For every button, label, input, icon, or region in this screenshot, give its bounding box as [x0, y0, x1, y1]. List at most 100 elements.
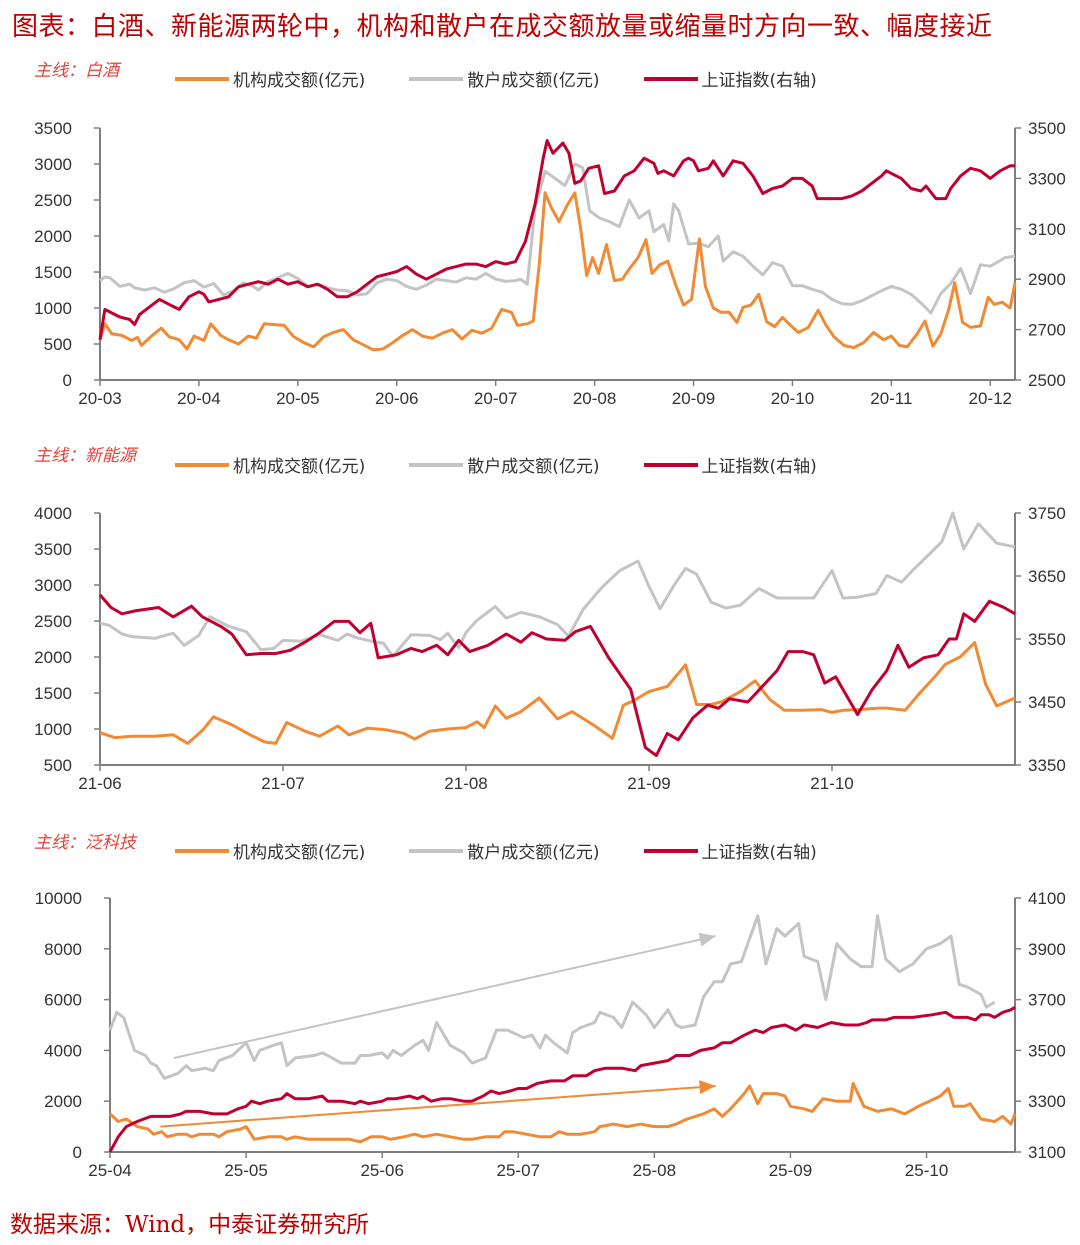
y-tick-label-left: 1000: [34, 299, 72, 318]
arrowhead-institution: [699, 1080, 716, 1095]
y-tick-label-left: 1500: [34, 263, 72, 282]
x-tick-label: 25-05: [224, 1161, 267, 1180]
legend-label: 上证指数(右轴): [701, 457, 817, 477]
y-tick-label-right: 3650: [1028, 567, 1066, 586]
x-tick-label: 25-06: [360, 1161, 403, 1180]
legend-item-index: 上证指数(右轴): [643, 452, 817, 477]
legend-label: 机构成交额(亿元): [233, 71, 366, 91]
y-tick-label-right: 3350: [1028, 756, 1066, 775]
y-tick-label-right: 4100: [1028, 889, 1066, 908]
legend-swatch-retail: [409, 76, 464, 81]
series-line-retail: [99, 511, 1016, 658]
x-tick-label: 25-08: [633, 1161, 676, 1180]
data-source: 数据来源：Wind，中泰证券研究所: [10, 1212, 370, 1238]
x-tick-label: 21-09: [627, 774, 670, 793]
series-line-institution: [108, 1081, 1017, 1144]
y-tick-label-left: 3000: [34, 155, 72, 174]
y-tick-label-left: 2500: [34, 612, 72, 631]
legend-label: 上证指数(右轴): [701, 71, 817, 91]
series-line-institution: [99, 641, 1016, 745]
chart-tech: 0 2000 4000 6000 8000 10000 3100 3300 3500 3700 39…: [35, 889, 1066, 1180]
legend-swatch-institution: [175, 462, 229, 467]
y-tick-label-left: 3500: [34, 119, 72, 138]
legend-item-retail: 散户成交额(亿元): [409, 452, 600, 477]
x-tick-label: 20-10: [771, 389, 814, 408]
panel-tag-new-energy: 主线：新能源: [34, 446, 136, 466]
legend-swatch-retail: [409, 462, 464, 467]
y-tick-label-left: 10000: [35, 889, 82, 908]
y-tick-label-left: 4000: [44, 1041, 82, 1060]
legend-label: 散户成交额(亿元): [467, 457, 600, 477]
legend-swatch-index: [643, 462, 698, 467]
arrowhead-retail: [698, 932, 716, 947]
series-line-index: [98, 139, 1015, 340]
x-tick-label: 21-07: [261, 774, 304, 793]
trend-arrow-retail: [173, 935, 716, 1059]
x-tick-label: 25-09: [769, 1161, 812, 1180]
y-tick-label-left: 8000: [44, 940, 82, 959]
panel-tag-tech: 主线：泛科技: [34, 833, 136, 853]
y-tick-label-right: 3700: [1028, 991, 1066, 1010]
legend-item-institution: 机构成交额(亿元): [175, 838, 365, 863]
x-tick-label: 25-04: [88, 1161, 131, 1180]
y-tick-label-right: 3300: [1028, 1092, 1066, 1111]
y-tick-label-right: 3300: [1028, 169, 1066, 188]
y-tick-label-right: 3900: [1028, 940, 1066, 959]
y-tick-label-right: 3450: [1028, 693, 1066, 712]
y-tick-label-left: 6000: [44, 991, 82, 1010]
series-line-index: [98, 593, 1016, 758]
legend-label: 散户成交额(亿元): [467, 71, 600, 91]
legend-swatch-index: [643, 76, 698, 81]
x-tick-label: 20-05: [276, 389, 319, 408]
series-line-institution: [98, 191, 1017, 352]
y-tick-label-left: 1500: [34, 684, 72, 703]
y-tick-label-left: 500: [44, 335, 72, 354]
y-tick-label-left: 1000: [34, 720, 72, 739]
y-tick-label-right: 3750: [1028, 504, 1066, 523]
y-tick-label-right: 3100: [1028, 1143, 1066, 1162]
y-tick-label-left: 2500: [34, 191, 72, 210]
x-tick-label: 20-07: [474, 389, 517, 408]
y-tick-label-left: 500: [44, 756, 72, 775]
y-tick-label-left: 0: [73, 1143, 82, 1162]
legend-item-retail: 散户成交额(亿元): [409, 66, 600, 91]
legend-2: 机构成交额(亿元) 散户成交额(亿元) 上证指数(右轴): [175, 452, 861, 477]
legend-item-index: 上证指数(右轴): [643, 66, 817, 91]
x-tick-label: 20-03: [78, 389, 121, 408]
legend-label: 散户成交额(亿元): [467, 843, 600, 863]
x-tick-label: 20-04: [177, 389, 220, 408]
x-tick-label: 20-06: [375, 389, 418, 408]
x-tick-label: 21-08: [444, 774, 487, 793]
chart-baijiu: 0 500 1000 1500 2000 2500 3000 3500 2500 2700 2900…: [34, 119, 1066, 408]
y-tick-label-right: 3500: [1028, 1041, 1066, 1060]
y-tick-label-left: 2000: [34, 227, 72, 246]
y-tick-label-right: 2500: [1028, 371, 1066, 390]
x-tick-label: 25-10: [905, 1161, 948, 1180]
legend-swatch-retail: [409, 848, 464, 853]
legend-3: 机构成交额(亿元) 散户成交额(亿元) 上证指数(右轴): [175, 838, 861, 863]
series-line-index: [108, 1005, 1016, 1153]
legend-1: 机构成交额(亿元) 散户成交额(亿元) 上证指数(右轴): [175, 66, 861, 91]
series-line-retail: [99, 162, 1016, 315]
x-tick-label: 20-11: [870, 389, 912, 408]
y-tick-label-left: 3500: [34, 540, 72, 559]
legend-item-index: 上证指数(右轴): [643, 838, 817, 863]
y-tick-label-right: 2900: [1028, 270, 1066, 289]
y-tick-label-right: 3550: [1028, 630, 1066, 649]
legend-swatch-institution: [175, 76, 229, 81]
y-tick-label-right: 3100: [1028, 220, 1066, 239]
x-tick-label: 25-07: [497, 1161, 540, 1180]
legend-swatch-institution: [175, 848, 229, 853]
y-tick-label-left: 4000: [34, 504, 72, 523]
y-tick-label-right: 2700: [1028, 321, 1066, 340]
legend-item-institution: 机构成交额(亿元): [175, 452, 365, 477]
x-tick-label: 20-12: [969, 389, 1012, 408]
legend-swatch-index: [643, 848, 698, 853]
figure-title: 图表：白酒、新能源两轮中，机构和散户在成交额放量或缩量时方向一致、幅度接近: [12, 12, 993, 42]
x-tick-label: 21-06: [78, 774, 121, 793]
legend-item-retail: 散户成交额(亿元): [409, 838, 600, 863]
series-line-retail: [108, 914, 996, 1080]
legend-label: 上证指数(右轴): [701, 843, 817, 863]
trend-arrow-institution: [160, 1084, 716, 1128]
x-tick-label: 21-10: [810, 774, 853, 793]
